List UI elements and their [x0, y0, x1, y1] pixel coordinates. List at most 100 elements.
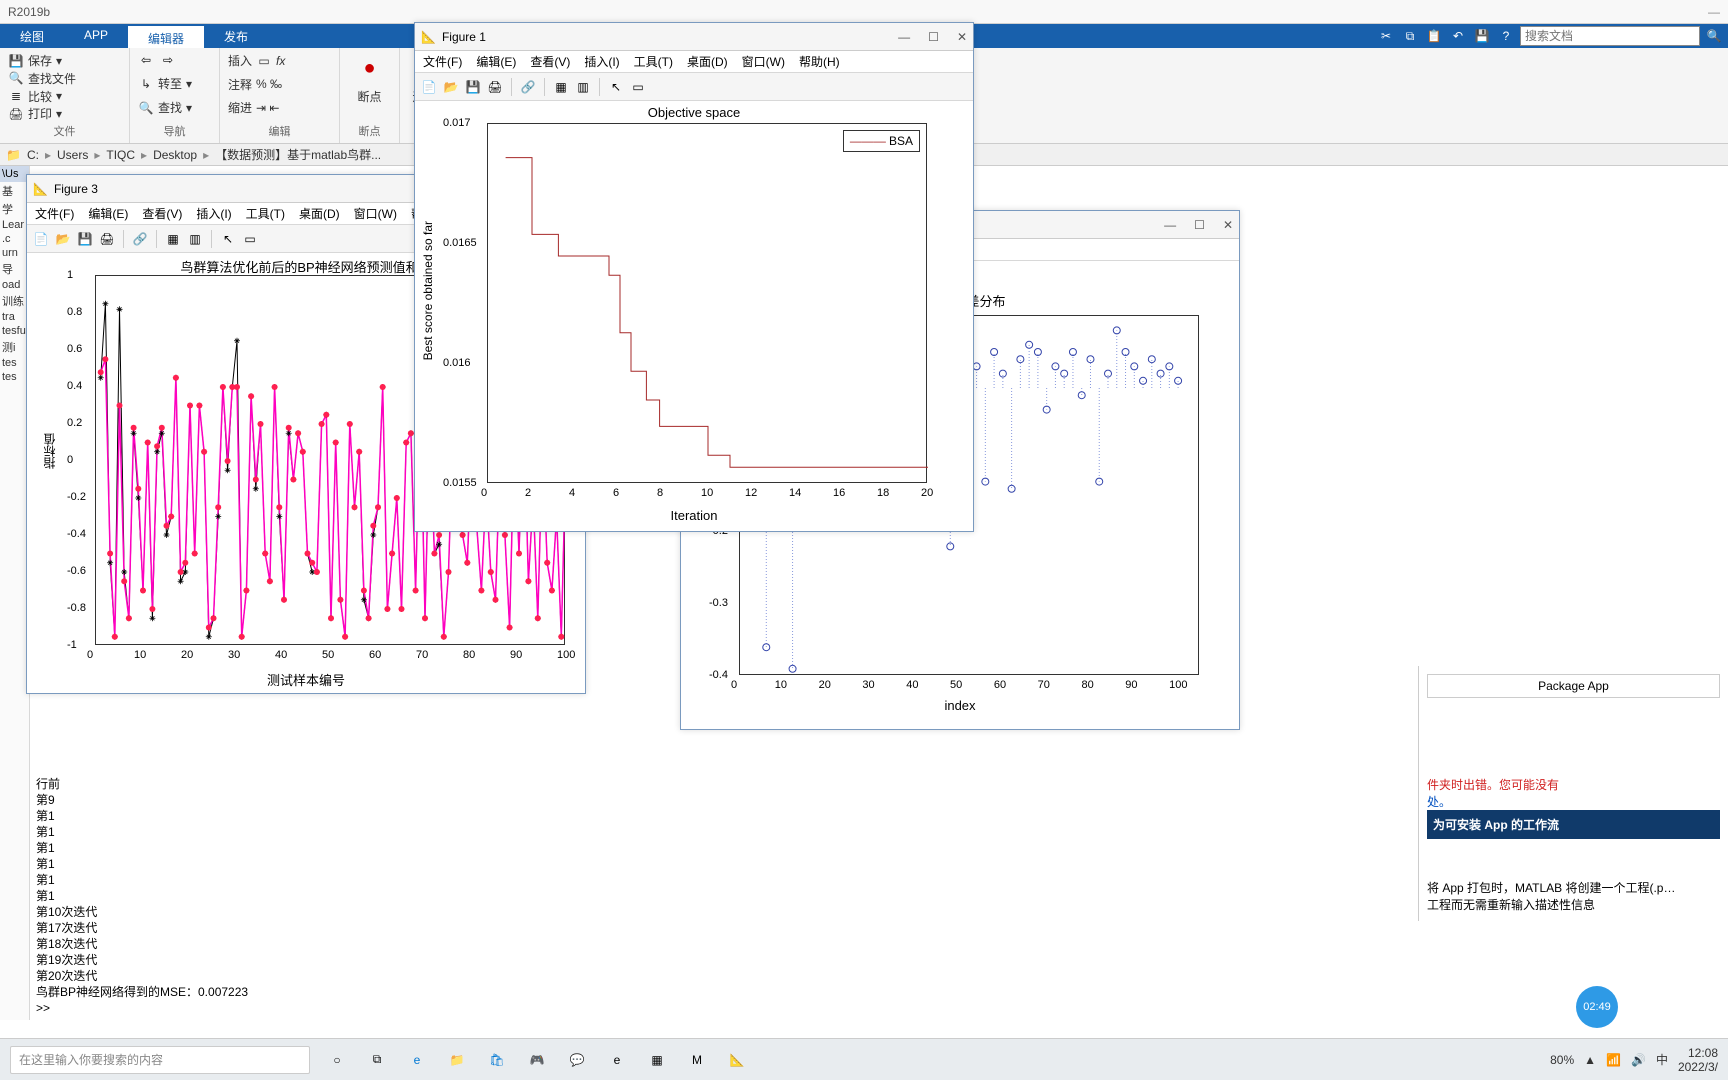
- package-app-button[interactable]: Package App: [1427, 674, 1720, 698]
- print-icon[interactable]: 🖨: [487, 79, 503, 95]
- close-icon[interactable]: ✕: [1223, 218, 1233, 232]
- layout2-icon[interactable]: ▥: [187, 231, 203, 247]
- layout2-icon[interactable]: ▥: [575, 79, 591, 95]
- explorer-icon[interactable]: 📁: [444, 1047, 470, 1073]
- insert-button[interactable]: 插入 ▭ fx: [228, 52, 331, 69]
- edge-icon[interactable]: e: [404, 1047, 430, 1073]
- nav-back-icon[interactable]: ⇦: [138, 52, 154, 68]
- tray-icon[interactable]: ▲: [1584, 1053, 1596, 1067]
- sidebar-item[interactable]: Lear: [0, 218, 29, 232]
- copy-icon[interactable]: ⧉: [1400, 26, 1420, 46]
- pointer-icon[interactable]: ↖: [608, 79, 624, 95]
- menu-item[interactable]: 插入(I): [196, 205, 231, 222]
- open-icon[interactable]: 📂: [55, 231, 71, 247]
- tab-editor[interactable]: 编辑器: [128, 24, 204, 48]
- pointer-icon[interactable]: ↖: [220, 231, 236, 247]
- help-icon[interactable]: ?: [1496, 26, 1516, 46]
- sidebar-item[interactable]: .c: [0, 232, 29, 246]
- find-files-button[interactable]: 🔍查找文件: [8, 70, 76, 87]
- save-icon[interactable]: 💾: [465, 79, 481, 95]
- sidebar-item[interactable]: tra: [0, 310, 29, 324]
- minimize-icon[interactable]: —: [1164, 218, 1176, 232]
- wechat-icon[interactable]: 💬: [564, 1047, 590, 1073]
- app-icon[interactable]: M: [684, 1047, 710, 1073]
- maximize-icon[interactable]: ☐: [1194, 218, 1205, 232]
- open-icon[interactable]: 📂: [443, 79, 459, 95]
- xbox-icon[interactable]: 🎮: [524, 1047, 550, 1073]
- inspect-icon[interactable]: ▭: [630, 79, 646, 95]
- new-icon[interactable]: 📄: [421, 79, 437, 95]
- nav-fwd-icon[interactable]: ⇨: [160, 52, 176, 68]
- menu-item[interactable]: 文件(F): [35, 205, 74, 222]
- sidebar-item[interactable]: oad: [0, 278, 29, 292]
- sidebar-item[interactable]: tes: [0, 356, 29, 370]
- menu-item[interactable]: 文件(F): [423, 53, 462, 70]
- tab-app[interactable]: APP: [64, 24, 128, 48]
- sidebar-item[interactable]: tes: [0, 370, 29, 384]
- crumb[interactable]: C:: [27, 148, 39, 162]
- menu-item[interactable]: 插入(I): [584, 53, 619, 70]
- figure1-window[interactable]: 📐Figure 1 —☐✕ 文件(F)编辑(E)查看(V)插入(I)工具(T)桌…: [414, 22, 974, 532]
- save-button[interactable]: 💾保存▾: [8, 52, 62, 69]
- search-input[interactable]: [1520, 26, 1700, 46]
- print-icon[interactable]: 🖨: [99, 231, 115, 247]
- compare-button[interactable]: ≣比较▾: [8, 88, 62, 105]
- layout1-icon[interactable]: ▦: [553, 79, 569, 95]
- menu-item[interactable]: 帮助(H): [799, 53, 840, 70]
- save-icon[interactable]: 💾: [77, 231, 93, 247]
- cortana-icon[interactable]: ○: [324, 1047, 350, 1073]
- save-icon[interactable]: 💾: [1472, 26, 1492, 46]
- menu-item[interactable]: 编辑(E): [88, 205, 128, 222]
- sidebar-item[interactable]: 训练: [0, 292, 29, 310]
- windows-search[interactable]: 在这里输入你要搜索的内容: [10, 1046, 310, 1074]
- menu-item[interactable]: 查看(V): [530, 53, 570, 70]
- find-button[interactable]: 🔍查找▾: [138, 99, 211, 116]
- menu-item[interactable]: 窗口(W): [354, 205, 397, 222]
- cut-icon[interactable]: ✂: [1376, 26, 1396, 46]
- taskview-icon[interactable]: ⧉: [364, 1047, 390, 1073]
- crumb[interactable]: 【数据预测】基于matlab鸟群...: [215, 146, 381, 163]
- menu-item[interactable]: 桌面(D): [299, 205, 340, 222]
- tab-plot[interactable]: 绘图: [0, 24, 64, 48]
- sidebar-item[interactable]: 基: [0, 182, 29, 200]
- indent-button[interactable]: 缩进 ⇥ ⇤: [228, 99, 331, 116]
- menu-item[interactable]: 编辑(E): [476, 53, 516, 70]
- menu-item[interactable]: 窗口(W): [742, 53, 785, 70]
- tab-publish[interactable]: 发布: [204, 24, 268, 48]
- menu-item[interactable]: 桌面(D): [687, 53, 728, 70]
- maximize-icon[interactable]: ☐: [928, 30, 939, 44]
- new-icon[interactable]: 📄: [33, 231, 49, 247]
- breakpoint-button[interactable]: ●断点: [354, 52, 386, 105]
- paste-icon[interactable]: 📋: [1424, 26, 1444, 46]
- app-icon[interactable]: ▦: [644, 1047, 670, 1073]
- comment-button[interactable]: 注释 % ‰: [228, 76, 331, 93]
- crumb[interactable]: Users: [57, 148, 88, 162]
- link-icon[interactable]: 🔗: [520, 79, 536, 95]
- menu-item[interactable]: 查看(V): [142, 205, 182, 222]
- figure1-menubar[interactable]: 文件(F) 编辑(E) 查看(V) 插入(I) 工具(T) 桌面(D) 窗口(W) 帮助(H): [415, 51, 973, 73]
- windows-taskbar[interactable]: 在这里输入你要搜索的内容 ○ ⧉ e 📁 🛍 🎮 💬 e ▦ M 📐 80% ▲…: [0, 1038, 1728, 1080]
- store-icon[interactable]: 🛍: [484, 1047, 510, 1073]
- link-icon[interactable]: 🔗: [132, 231, 148, 247]
- goto-button[interactable]: ↳转至▾: [138, 75, 211, 92]
- close-icon[interactable]: ✕: [957, 30, 967, 44]
- search-icon[interactable]: 🔍: [1704, 26, 1724, 46]
- ime-icon[interactable]: 中: [1656, 1051, 1668, 1068]
- sidebar-item[interactable]: urn: [0, 246, 29, 260]
- volume-icon[interactable]: 🔊: [1631, 1053, 1646, 1067]
- matlab-icon[interactable]: 📐: [724, 1047, 750, 1073]
- menu-item[interactable]: 工具(T): [246, 205, 285, 222]
- error-link[interactable]: 处。: [1427, 793, 1720, 810]
- minimize-icon[interactable]: —: [1708, 5, 1720, 19]
- figure1-toolbar[interactable]: 📄 📂 💾 🖨 🔗 ▦ ▥ ↖ ▭: [415, 73, 973, 101]
- crumb[interactable]: Desktop: [153, 148, 197, 162]
- sidebar-item[interactable]: 测i: [0, 338, 29, 356]
- menu-item[interactable]: 工具(T): [634, 53, 673, 70]
- crumb[interactable]: TIQC: [106, 148, 135, 162]
- sidebar-item[interactable]: 学: [0, 200, 29, 218]
- ie-icon[interactable]: e: [604, 1047, 630, 1073]
- inspect-icon[interactable]: ▭: [242, 231, 258, 247]
- minimize-icon[interactable]: —: [898, 30, 910, 44]
- sidebar-item[interactable]: 导: [0, 260, 29, 278]
- sidebar-item[interactable]: tesfu: [0, 324, 29, 338]
